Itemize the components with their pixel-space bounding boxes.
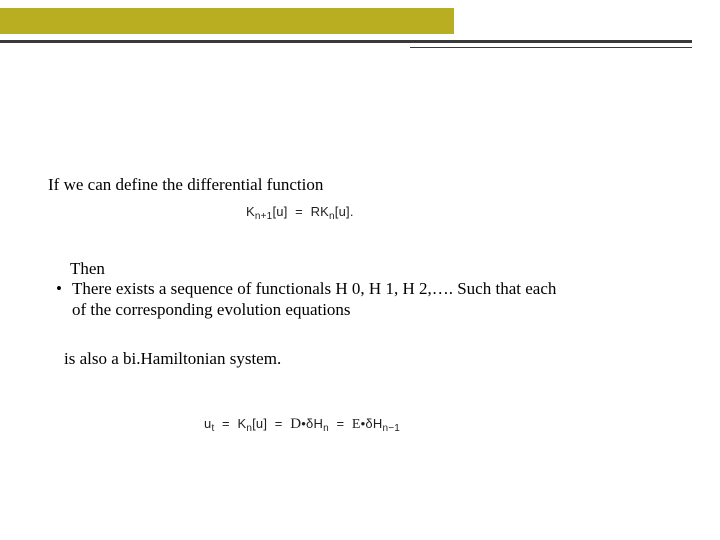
then-text: Then: [70, 258, 690, 279]
bullet-block: • There exists a sequence of functionals…: [56, 278, 690, 321]
bullet-dot: •: [56, 278, 64, 299]
header-accent-bar: [0, 8, 454, 34]
eq2-eq2: =: [275, 416, 283, 431]
eq1-R: R: [311, 204, 321, 219]
then-block: Then: [70, 258, 690, 279]
eq2-E: E: [352, 417, 361, 432]
slide-header: [0, 0, 720, 46]
eq1-u2: [u].: [335, 204, 354, 219]
eq2-n2: n: [323, 423, 329, 434]
eq1-sub-np1: n+1: [255, 211, 273, 222]
bullet-line2: of the corresponding evolution equations: [72, 299, 556, 320]
eq2-D: D: [290, 416, 301, 432]
bullet-line1: There exists a sequence of functionals H…: [72, 278, 556, 299]
intro-line: If we can define the differential functi…: [48, 174, 690, 195]
intro-text: If we can define the differential functi…: [48, 174, 690, 195]
eq2-t: t: [211, 423, 214, 434]
eq2-eq3: =: [336, 416, 344, 431]
header-rule-thick: [0, 40, 692, 43]
eq2-eq1: =: [222, 416, 230, 431]
eq2-dH2: δH: [365, 416, 382, 431]
header-rule-thin: [410, 47, 692, 48]
eq2-dH1: δH: [306, 416, 323, 431]
slide: If we can define the differential functi…: [0, 0, 720, 540]
eq2-u2: [u]: [252, 416, 267, 431]
bullet-row: • There exists a sequence of functionals…: [56, 278, 690, 321]
eq1-u1: [u]: [272, 204, 287, 219]
equation-bihamiltonian: ut = Kn[u] = D•δHn = E•δHn−1: [204, 416, 400, 434]
eq1-Kn: K: [320, 204, 329, 219]
eq1-K: K: [246, 204, 255, 219]
eq2-nm1: n−1: [382, 423, 400, 434]
closing-text: is also a bi.Hamiltonian system.: [64, 348, 690, 369]
closing-block: is also a bi.Hamiltonian system.: [64, 348, 690, 369]
eq1-equals: =: [295, 204, 303, 219]
bullet-text: There exists a sequence of functionals H…: [72, 278, 556, 321]
equation-recursion: Kn+1[u] = RKn[u].: [246, 204, 354, 222]
eq2-K: K: [237, 416, 246, 431]
